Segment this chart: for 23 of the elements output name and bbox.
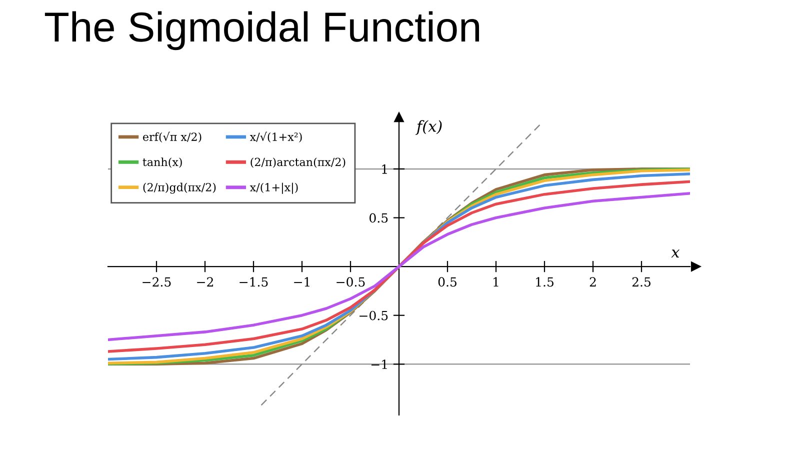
x-tick-label: −2.5 [142,277,171,287]
x-axis-title: x [671,250,680,258]
legend-label: x/(1+|x|) [250,182,298,194]
y-axis-title: f(x) [416,120,442,135]
x-tick-label: 1 [494,277,498,286]
legend-label: (2/π)gd(πx/2) [143,182,216,194]
x-tick-label: −0.5 [336,277,365,287]
y-tick-label: 0.5 [370,213,388,223]
legend-label: x/√(1+x²) [250,132,302,143]
x-tick-label: 2 [590,277,596,286]
x-tick-label: −1 [294,277,310,286]
x-tick-label: 1.5 [536,277,554,287]
chart-title: The Sigmoidal Function [44,11,480,50]
y-tick-label: 1 [382,164,387,174]
x-tick-label: −1.5 [240,277,268,287]
legend-label: erf(√π x/2) [143,132,202,143]
y-tick-label: −1 [371,360,387,369]
y-tick-label: −0.5 [360,310,388,320]
x-tick-label: 0.5 [438,277,456,287]
legend-label: (2/π)arctan(πx/2) [250,158,346,168]
legend-label: tanh(x) [142,158,182,168]
x-tick-label: −2 [197,277,213,286]
x-tick-label: 2.5 [632,277,650,287]
